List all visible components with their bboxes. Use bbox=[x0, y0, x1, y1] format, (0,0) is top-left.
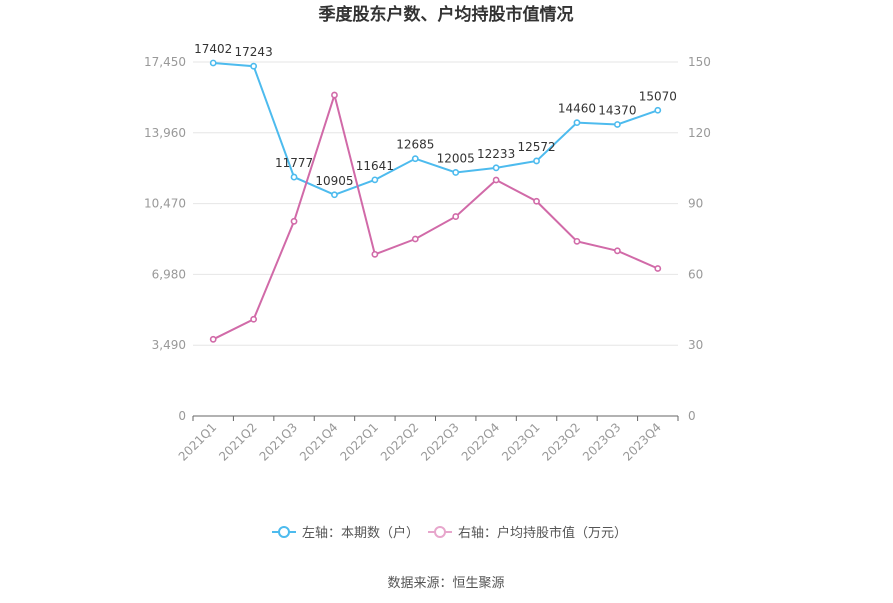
data-point[interactable] bbox=[573, 237, 581, 245]
legend-label[interactable]: 左轴：本期数（户） bbox=[302, 525, 419, 541]
right-tick-label: 120 bbox=[688, 126, 711, 140]
data-point[interactable] bbox=[452, 169, 460, 176]
x-tick-label: 2021Q2 bbox=[216, 420, 260, 464]
data-point[interactable] bbox=[492, 176, 500, 184]
x-tick-label: 2022Q4 bbox=[459, 420, 503, 464]
grid bbox=[193, 61, 678, 346]
data-label: 11777 bbox=[275, 156, 313, 170]
data-label: 17402 bbox=[194, 42, 232, 56]
data-label: 10905 bbox=[315, 174, 353, 188]
source-note: 数据来源：恒生聚源 bbox=[387, 576, 504, 591]
data-point[interactable] bbox=[613, 121, 621, 128]
x-tick-label: 2022Q1 bbox=[337, 420, 381, 464]
data-point[interactable] bbox=[492, 164, 500, 172]
left-axis-ticks: 0 3,490 6,980 10,470 13,960 17,450 bbox=[144, 55, 186, 423]
data-point[interactable] bbox=[371, 176, 379, 184]
data-point[interactable] bbox=[250, 315, 258, 323]
legend-marker bbox=[278, 526, 290, 538]
data-point[interactable] bbox=[331, 191, 338, 199]
left-tick-label: 13,960 bbox=[144, 126, 186, 140]
data-label: 17243 bbox=[235, 45, 273, 59]
data-point[interactable] bbox=[411, 235, 419, 243]
left-tick-label: 6,980 bbox=[152, 267, 186, 281]
left-tick-label: 0 bbox=[178, 409, 186, 423]
data-label: 12685 bbox=[396, 138, 434, 152]
right-tick-label: 150 bbox=[688, 55, 711, 69]
right-tick-label: 60 bbox=[688, 267, 703, 281]
chart-title: 季度股东户数、户均持股市值情况 bbox=[319, 4, 574, 25]
x-tick-label: 2023Q1 bbox=[499, 420, 543, 464]
data-label: 11641 bbox=[356, 159, 394, 173]
data-point[interactable] bbox=[452, 213, 460, 220]
series-line-0 bbox=[213, 61, 659, 196]
x-tick-label: 2023Q4 bbox=[620, 420, 664, 464]
left-tick-label: 10,470 bbox=[144, 197, 186, 211]
data-label: 12233 bbox=[477, 147, 515, 161]
right-tick-label: 0 bbox=[688, 409, 696, 423]
data-point[interactable] bbox=[331, 91, 338, 99]
data-point[interactable] bbox=[250, 62, 258, 70]
data-label: 14460 bbox=[558, 102, 596, 116]
data-label: 12572 bbox=[517, 140, 555, 154]
legend[interactable]: 左轴：本期数（户） 右轴：户均持股市值（万元） bbox=[272, 525, 627, 541]
data-label: 15070 bbox=[639, 89, 677, 103]
right-tick-label: 30 bbox=[688, 338, 703, 352]
left-tick-label: 3,490 bbox=[152, 338, 186, 352]
data-point[interactable] bbox=[209, 335, 217, 343]
data-point[interactable] bbox=[209, 59, 217, 67]
data-point[interactable] bbox=[573, 119, 581, 127]
data-point[interactable] bbox=[411, 155, 419, 163]
data-label: 14370 bbox=[598, 103, 636, 117]
x-tick-label: 2021Q1 bbox=[176, 420, 220, 464]
data-label: 12005 bbox=[437, 151, 475, 165]
x-tick-label: 2022Q2 bbox=[378, 420, 422, 464]
data-point[interactable] bbox=[290, 217, 298, 225]
x-tick-label: 2023Q2 bbox=[540, 420, 584, 464]
x-tick-label: 2022Q3 bbox=[418, 420, 462, 464]
left-tick-label: 17,450 bbox=[144, 55, 186, 69]
data-point[interactable] bbox=[290, 173, 298, 181]
x-tick-label: 2021Q3 bbox=[257, 420, 301, 464]
series-line-1 bbox=[212, 91, 659, 341]
right-axis-ticks: 0 30 60 90 120 150 bbox=[688, 55, 711, 423]
data-point[interactable] bbox=[533, 197, 540, 205]
data-point[interactable] bbox=[654, 265, 662, 272]
data-point[interactable] bbox=[533, 157, 540, 165]
data-point[interactable] bbox=[371, 250, 379, 258]
data-point[interactable] bbox=[654, 106, 662, 114]
right-tick-label: 90 bbox=[688, 197, 703, 211]
x-axis: 2021Q12021Q22021Q32021Q42022Q12022Q22022… bbox=[176, 415, 679, 464]
legend-label[interactable]: 右轴：户均持股市值（万元） bbox=[458, 525, 627, 541]
data-point[interactable] bbox=[613, 247, 621, 255]
x-tick-label: 2021Q4 bbox=[297, 420, 341, 464]
legend-marker bbox=[434, 526, 446, 538]
x-tick-label: 2023Q3 bbox=[580, 420, 624, 464]
